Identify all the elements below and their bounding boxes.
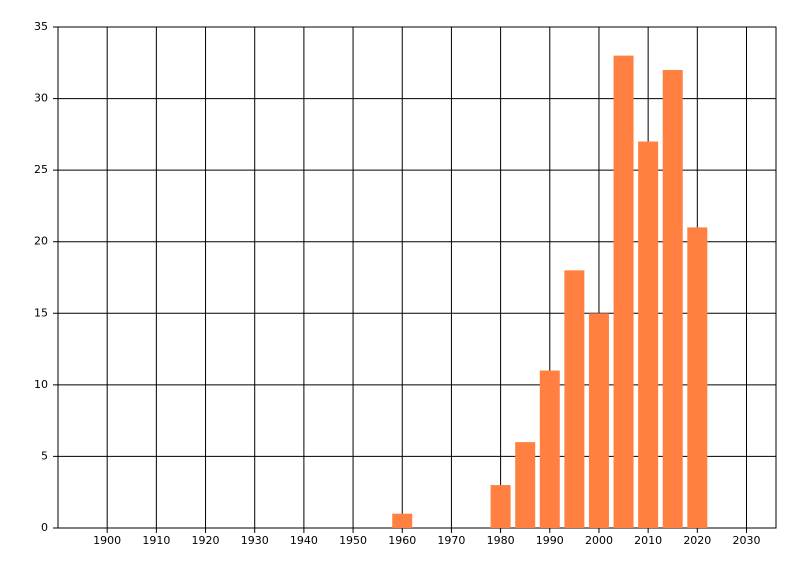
y-tick-label: 15: [34, 306, 48, 319]
x-tick-label: 1910: [142, 534, 170, 547]
bar: [638, 141, 659, 528]
y-tick-label: 35: [34, 20, 48, 33]
y-tick-label: 30: [34, 92, 48, 105]
x-tick-label: 2000: [585, 534, 613, 547]
bar: [515, 442, 536, 528]
x-tick-label: 1940: [290, 534, 318, 547]
bar: [392, 513, 413, 528]
x-tick-label: 1920: [192, 534, 220, 547]
bar: [613, 55, 634, 528]
x-tick-label: 2020: [683, 534, 711, 547]
bar: [539, 370, 560, 528]
bar: [490, 485, 511, 528]
bar: [687, 227, 708, 528]
bar: [564, 270, 585, 528]
x-tick-label: 1930: [241, 534, 269, 547]
y-tick-label: 20: [34, 235, 48, 248]
x-tick-label: 1990: [536, 534, 564, 547]
x-tick-label: 2030: [732, 534, 760, 547]
x-tick-label: 1970: [437, 534, 465, 547]
x-tick-label: 1960: [388, 534, 416, 547]
x-tick-label: 1980: [487, 534, 515, 547]
y-tick-label: 0: [41, 521, 48, 534]
bar: [662, 69, 683, 528]
bar: [588, 313, 609, 528]
x-tick-label: 2010: [634, 534, 662, 547]
x-tick-label: 1950: [339, 534, 367, 547]
y-tick-label: 25: [34, 163, 48, 176]
y-tick-label: 5: [41, 449, 48, 462]
x-tick-label: 1900: [93, 534, 121, 547]
y-tick-label: 10: [34, 378, 48, 391]
